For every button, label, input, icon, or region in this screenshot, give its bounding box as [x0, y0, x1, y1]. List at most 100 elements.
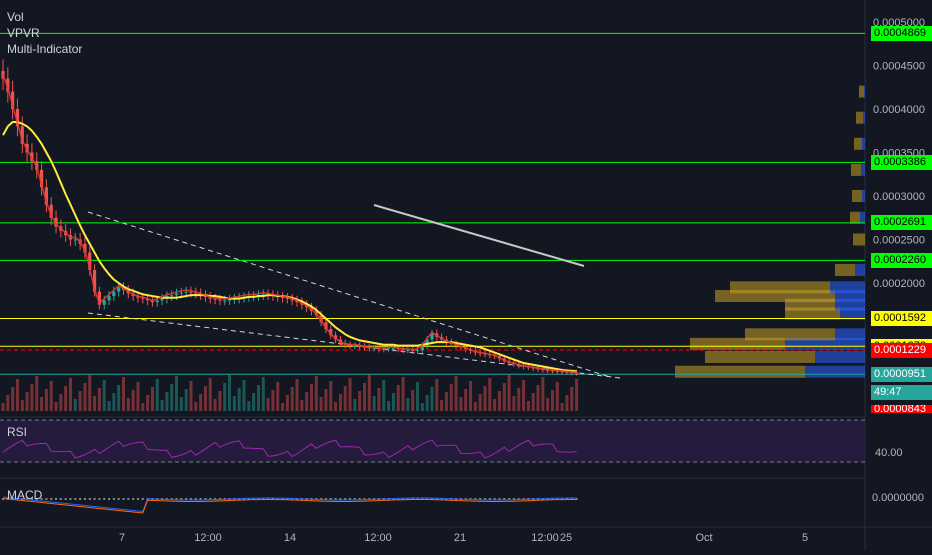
volume-bar — [469, 381, 473, 411]
macd-hist-bar — [556, 498, 559, 500]
volume-bar — [44, 389, 48, 411]
vpvr-bar — [805, 365, 865, 378]
candle-body — [88, 252, 92, 270]
macd-hist-bar — [324, 498, 327, 500]
macd-hist-bar — [546, 498, 549, 500]
volume-bar — [454, 376, 458, 411]
volume-bar — [199, 394, 203, 411]
vpvr-bar — [853, 233, 865, 246]
rsi-line — [2, 439, 577, 459]
macd-hist-bar — [363, 498, 366, 500]
volume-bar — [155, 379, 159, 411]
candle-body — [420, 345, 424, 350]
volume-bar — [425, 395, 429, 411]
volume-bar — [358, 391, 362, 411]
macd-hist-bar — [353, 498, 356, 500]
volume-bar — [575, 379, 579, 411]
volume-bar — [281, 403, 285, 411]
macd-signal-line — [2, 498, 577, 514]
candle-body — [546, 370, 550, 371]
level-price-tag: 0.0002260 — [871, 252, 932, 268]
level-price-tag: 0.0000951 — [871, 366, 932, 382]
multi-indicator-label[interactable]: Multi-Indicator — [7, 42, 83, 56]
candle-body — [570, 372, 574, 374]
candles — [1, 59, 579, 376]
time-tick-label: 25 — [560, 532, 572, 544]
candle-body — [565, 371, 569, 373]
price-ma-line — [2, 74, 577, 373]
vpvr-bar — [862, 137, 865, 150]
candle-body — [54, 217, 58, 227]
candle-body — [555, 370, 559, 372]
macd-hist-bar — [50, 498, 53, 500]
volume-bar — [300, 400, 304, 411]
candle-body — [391, 348, 396, 350]
candle-body — [179, 292, 183, 294]
volume-bar — [541, 377, 545, 411]
vol-label[interactable]: Vol — [7, 10, 24, 24]
macd-hist-bar — [88, 498, 91, 500]
candle-body — [15, 109, 20, 127]
candle-body — [213, 298, 217, 300]
level-price-tag: 0.0001229 — [871, 342, 932, 358]
drawn-trendline — [373, 204, 585, 267]
candle-body — [415, 349, 420, 351]
macd-hist-bar — [209, 498, 212, 500]
volume-bar — [146, 395, 150, 411]
candle-body — [574, 372, 579, 374]
volume-bar — [555, 382, 559, 411]
volume-bar — [290, 387, 294, 411]
volume-bar — [444, 392, 448, 411]
volume-bar — [141, 403, 145, 411]
candle-body — [329, 329, 333, 336]
volume-bar — [570, 387, 574, 411]
volume-bar — [348, 378, 352, 411]
volume-bar — [112, 393, 116, 411]
vpvr-bar — [860, 211, 865, 224]
moving-average-line — [2, 121, 577, 373]
volume-bar — [15, 379, 19, 411]
macd-hist-bar — [141, 498, 144, 500]
macd-hist-bar — [426, 498, 429, 500]
volume-bar — [449, 384, 453, 411]
vpvr-bar — [850, 211, 860, 224]
price-tick-label: 0.0002000 — [873, 278, 925, 290]
macd-hist-bar — [329, 498, 332, 500]
vpvr-bar — [863, 111, 865, 124]
candle-body — [155, 300, 159, 303]
macd-hist-bar — [508, 498, 511, 500]
volume-bar — [232, 396, 236, 411]
macd-label[interactable]: MACD — [7, 488, 43, 502]
vpvr-label[interactable]: VPVR — [7, 26, 40, 40]
price-tick-label: 0.0002500 — [873, 235, 925, 247]
macd-hist-bar — [199, 498, 202, 500]
macd-hist-bar — [469, 498, 472, 500]
macd-hist-bar — [421, 498, 424, 500]
macd-hist-bar — [98, 498, 101, 500]
macd-hist-bar — [117, 498, 120, 500]
macd-hist-bar — [267, 498, 270, 500]
volume-bar — [126, 398, 130, 411]
volume-bar — [107, 401, 111, 411]
vpvr-bar — [745, 328, 835, 341]
candle-body — [324, 322, 328, 330]
volume-bar — [223, 383, 227, 411]
macd-hist-bar — [271, 498, 274, 500]
macd-hist-bar — [40, 498, 43, 500]
vpvr-bar — [705, 350, 815, 363]
volume-bar — [194, 402, 198, 411]
rsi-label[interactable]: RSI — [7, 425, 28, 439]
volume-bar — [377, 388, 381, 411]
macd-hist-bar — [551, 498, 554, 500]
volume-bar — [420, 403, 424, 411]
price-tick-label: 0.0003000 — [873, 191, 925, 203]
time-tick-label: 5 — [802, 532, 808, 544]
macd-hist-bar — [112, 498, 115, 500]
candle-body — [174, 293, 179, 296]
candle-body — [83, 243, 87, 253]
time-tick-label: 12:00 — [194, 532, 222, 544]
candle-body — [107, 296, 111, 301]
vpvr-bar — [862, 190, 865, 202]
